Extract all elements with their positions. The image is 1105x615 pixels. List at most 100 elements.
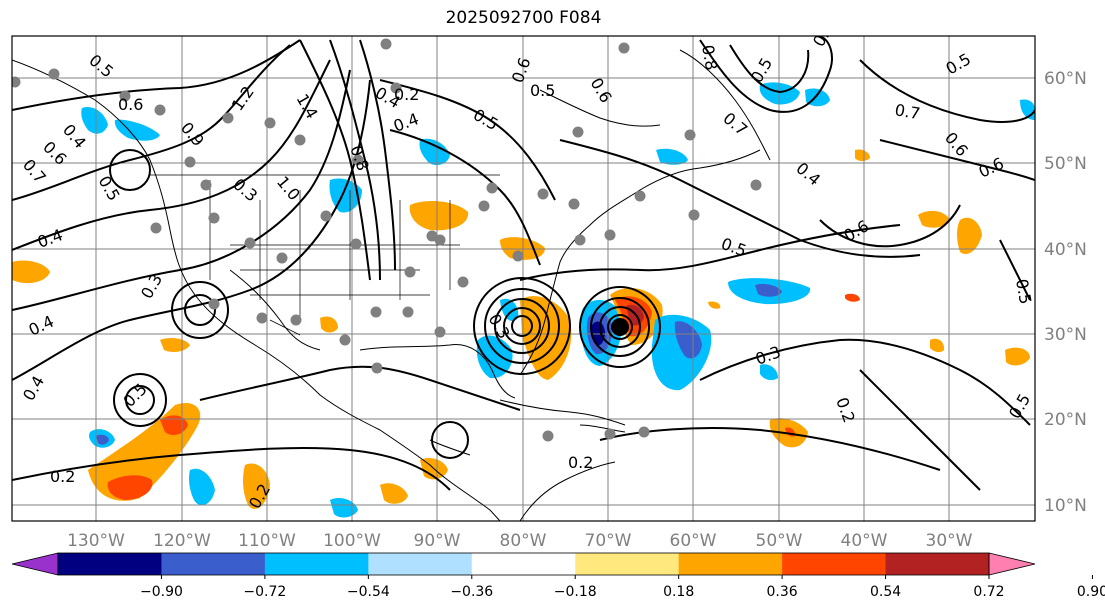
lon-tick-label: 60°W bbox=[670, 531, 717, 551]
station-marker bbox=[478, 200, 490, 212]
colorbar-swatch bbox=[368, 553, 473, 575]
negative-shading bbox=[189, 468, 215, 506]
map-title: 2025092700 F084 bbox=[445, 8, 602, 28]
station-marker bbox=[572, 126, 584, 138]
lon-tick-label: 80°W bbox=[500, 531, 547, 551]
station-marker bbox=[208, 298, 220, 310]
station-marker bbox=[294, 134, 306, 146]
positive-shading bbox=[918, 210, 950, 228]
station-marker bbox=[184, 156, 196, 168]
colorbar-swatch bbox=[575, 553, 680, 575]
positive-shading bbox=[845, 293, 860, 302]
lon-tick-label: 120°W bbox=[153, 531, 211, 551]
station-markers bbox=[12, 38, 762, 442]
negative-shading bbox=[755, 283, 782, 297]
colorbar-tick-label: −0.72 bbox=[243, 584, 286, 600]
station-marker bbox=[684, 129, 696, 141]
lat-tick-label: 20°N bbox=[1044, 410, 1087, 430]
station-marker bbox=[618, 42, 630, 54]
lat-tick-label: 10°N bbox=[1044, 496, 1087, 516]
political-borders bbox=[150, 174, 500, 336]
lat-tick-label: 40°N bbox=[1044, 240, 1087, 260]
station-marker bbox=[222, 112, 234, 124]
colorbar-swatch bbox=[885, 553, 990, 575]
colorbar-extend-max bbox=[988, 552, 1036, 576]
longitude-labels: 130°W 120°W 110°W 100°W 90°W 80°W 70°W 6… bbox=[67, 531, 973, 551]
station-marker bbox=[634, 190, 646, 202]
contour-label: 0.5 bbox=[1012, 277, 1035, 305]
map-border bbox=[11, 35, 1036, 522]
colorbar-extend-min bbox=[11, 552, 59, 576]
lat-tick-label: 50°N bbox=[1044, 154, 1087, 174]
lon-tick-label: 70°W bbox=[585, 531, 632, 551]
station-marker bbox=[512, 250, 524, 262]
positive-shading bbox=[107, 475, 153, 500]
station-marker bbox=[256, 312, 268, 324]
contour-label: 0.5 bbox=[530, 81, 555, 100]
station-marker bbox=[154, 104, 166, 116]
colorbar-swatch bbox=[58, 553, 162, 575]
colorbar-tick-label: 0.54 bbox=[870, 584, 901, 600]
lon-tick-label: 90°W bbox=[414, 531, 461, 551]
colorbar: −0.90 −0.72 −0.54 −0.36 −0.18 0.18 0.36 0.54 0.7… bbox=[11, 552, 1105, 600]
lon-tick-label: 110°W bbox=[238, 531, 296, 551]
station-marker bbox=[339, 334, 351, 346]
coastlines bbox=[12, 49, 771, 521]
lon-tick-label: 30°W bbox=[926, 531, 973, 551]
station-marker bbox=[402, 306, 414, 318]
positive-shading bbox=[855, 149, 870, 161]
station-marker bbox=[244, 237, 256, 249]
station-marker bbox=[48, 68, 60, 80]
station-marker bbox=[604, 229, 616, 241]
negative-shading bbox=[674, 321, 702, 359]
station-marker bbox=[638, 426, 650, 438]
contour-label: 0.2 bbox=[50, 467, 75, 486]
station-marker bbox=[537, 188, 549, 200]
colorbar-border bbox=[57, 552, 990, 576]
colorbar-tick-label: −0.90 bbox=[140, 584, 183, 600]
lon-tick-label: 50°W bbox=[756, 531, 803, 551]
station-marker bbox=[568, 198, 580, 210]
contour-label: 0.8 bbox=[698, 43, 721, 71]
station-marker bbox=[208, 212, 220, 224]
colorbar-tick-label: −0.18 bbox=[554, 584, 597, 600]
negative-shading bbox=[759, 82, 800, 105]
station-marker bbox=[604, 428, 616, 440]
positive-shading bbox=[1005, 347, 1030, 366]
positive-shading bbox=[160, 415, 188, 436]
station-marker bbox=[276, 252, 288, 264]
colorbar-tick-label: 0.18 bbox=[663, 584, 694, 600]
negative-shading bbox=[760, 364, 778, 381]
negative-shading bbox=[81, 106, 108, 134]
contour-label: 0.2 bbox=[394, 85, 419, 104]
station-marker bbox=[688, 209, 700, 221]
positive-shading bbox=[320, 316, 338, 333]
station-marker bbox=[350, 238, 362, 250]
station-marker bbox=[390, 82, 402, 94]
station-marker bbox=[320, 210, 332, 222]
station-marker bbox=[404, 266, 416, 278]
station-marker bbox=[290, 314, 302, 326]
colorbar-swatch bbox=[264, 553, 369, 575]
positive-shading bbox=[409, 200, 469, 231]
positive-shading bbox=[957, 217, 982, 255]
colorbar-tick-label: −0.36 bbox=[450, 584, 493, 600]
colorbar-swatch bbox=[161, 553, 266, 575]
contour-label: 0.2 bbox=[568, 453, 593, 472]
station-marker bbox=[486, 182, 498, 194]
station-marker bbox=[434, 326, 446, 338]
positive-shading bbox=[243, 463, 270, 509]
colorbar-tick-label: 0.90 bbox=[1077, 584, 1105, 600]
contour-label: 0.7 bbox=[893, 100, 921, 123]
station-marker bbox=[12, 76, 21, 88]
station-marker bbox=[352, 154, 364, 166]
station-marker bbox=[380, 38, 392, 50]
station-marker bbox=[264, 117, 276, 129]
colorbar-swatch bbox=[678, 553, 783, 575]
lon-tick-label: 130°W bbox=[67, 531, 125, 551]
station-marker bbox=[371, 362, 383, 374]
contour-label: 0.6 bbox=[118, 95, 143, 114]
storm-center-marker bbox=[611, 318, 629, 336]
negative-shading bbox=[419, 138, 450, 166]
